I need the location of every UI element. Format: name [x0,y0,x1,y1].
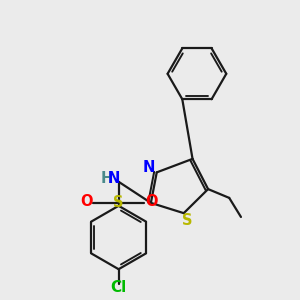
Text: S: S [182,213,193,228]
Text: N: N [108,171,120,186]
Text: Cl: Cl [110,280,127,296]
Text: N: N [142,160,155,175]
Text: S: S [113,195,124,210]
Text: O: O [80,194,92,209]
Text: H: H [100,171,112,186]
Text: O: O [145,194,158,209]
